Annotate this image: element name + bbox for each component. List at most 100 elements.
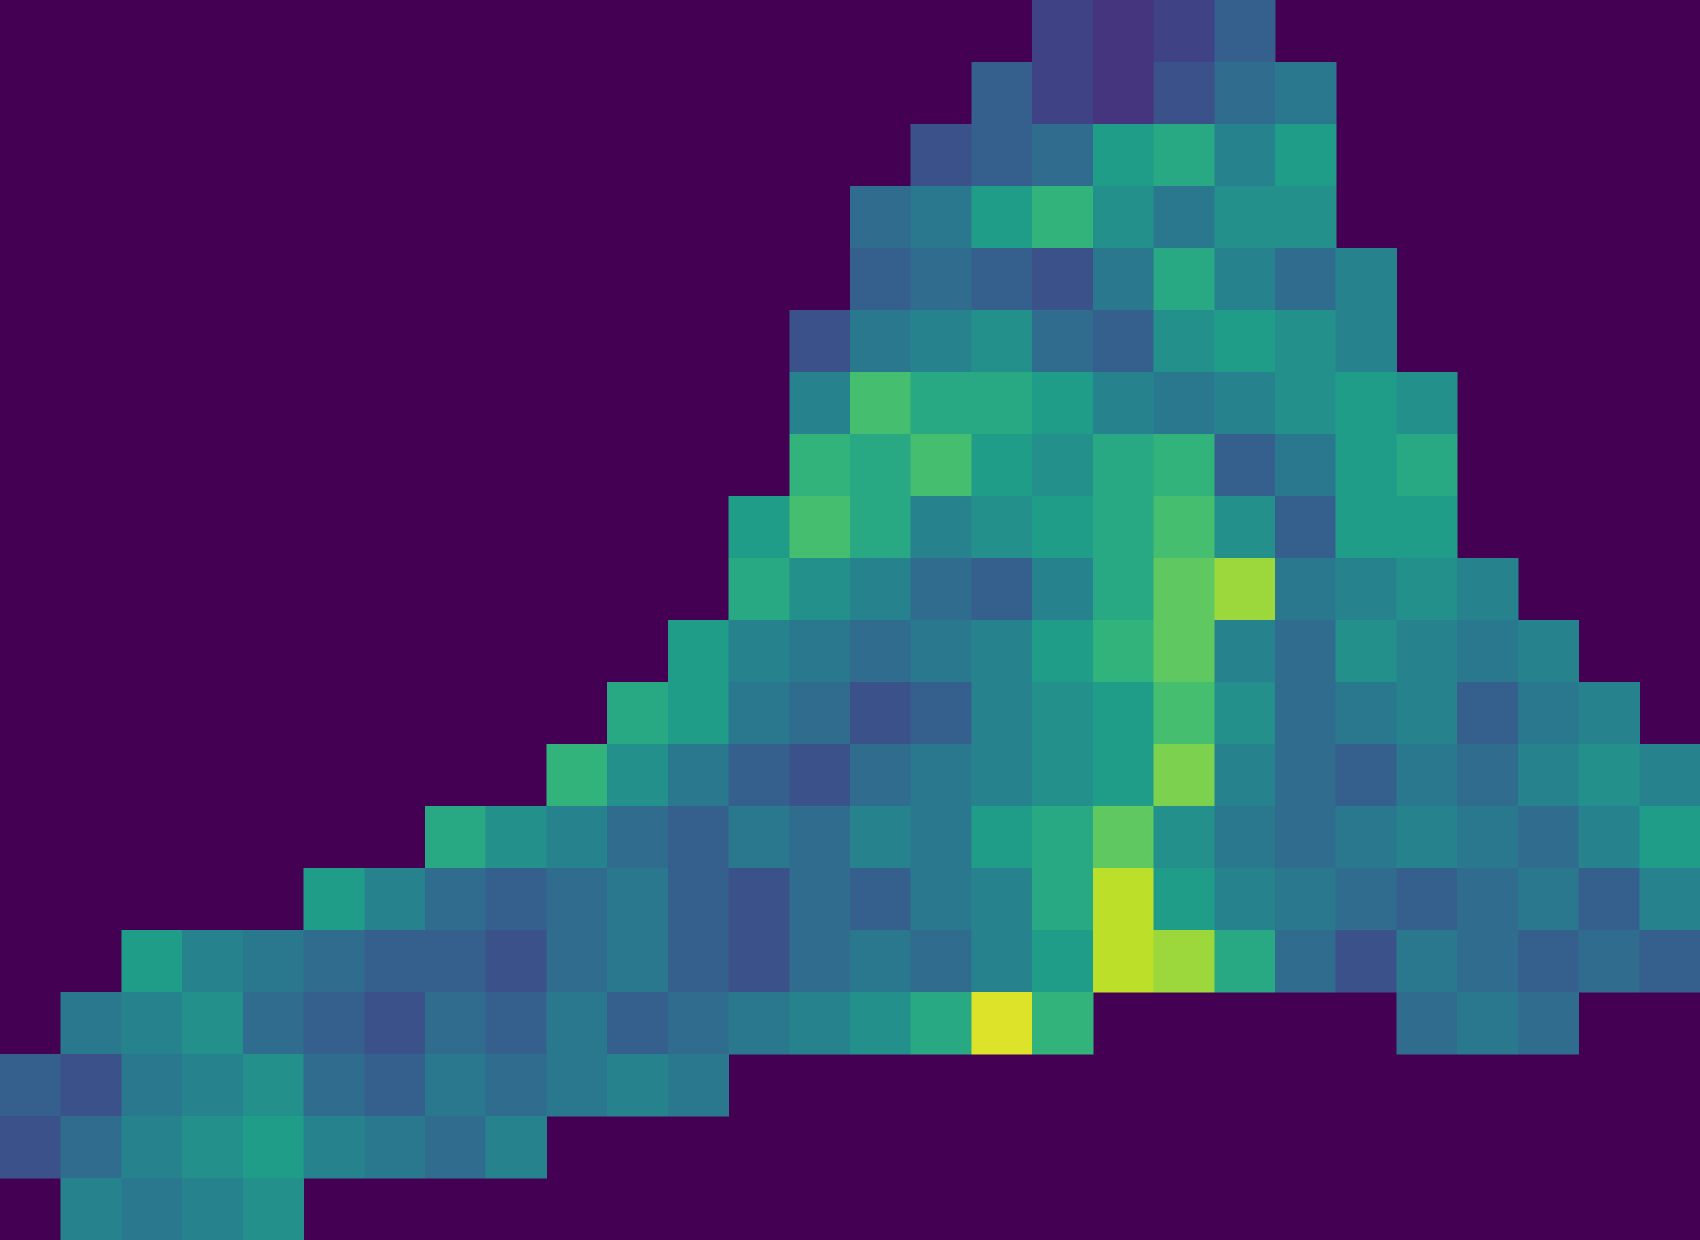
heat-cell xyxy=(1214,62,1276,125)
heat-cell xyxy=(182,1054,244,1117)
heat-cell xyxy=(1396,372,1458,435)
heat-cell xyxy=(1214,496,1276,559)
heat-cell xyxy=(1214,310,1276,373)
heat-cell xyxy=(546,744,608,807)
heat-cell xyxy=(1032,806,1094,869)
heat-cell xyxy=(667,620,730,683)
heat-cell xyxy=(1214,930,1276,993)
heat-cell xyxy=(546,1054,608,1117)
heat-cell xyxy=(1335,620,1398,683)
heat-cell xyxy=(425,992,487,1055)
heat-cell xyxy=(607,930,669,993)
heat-cell xyxy=(789,372,851,435)
heat-cell xyxy=(1275,806,1337,869)
heat-cell xyxy=(910,496,973,559)
heat-cell xyxy=(910,186,973,249)
heat-cell xyxy=(1032,558,1094,621)
heat-cell xyxy=(242,1054,305,1117)
heat-cell xyxy=(182,1116,244,1179)
heat-cell xyxy=(1092,0,1155,63)
heat-cell xyxy=(1032,930,1094,993)
heat-cell xyxy=(242,930,305,993)
heat-cell xyxy=(1032,248,1094,311)
heat-cell xyxy=(1396,806,1458,869)
heat-cell xyxy=(182,992,244,1055)
heat-cell xyxy=(850,186,912,249)
heat-cell xyxy=(667,744,730,807)
heat-cell xyxy=(1153,558,1215,621)
heat-cell xyxy=(1214,868,1276,931)
heat-cell xyxy=(1275,744,1337,807)
heat-cell xyxy=(910,310,973,373)
heat-cell xyxy=(1092,434,1155,497)
heat-cell xyxy=(485,806,548,869)
heat-cell xyxy=(850,496,912,559)
heat-cell xyxy=(1275,124,1337,187)
heat-cell xyxy=(607,992,669,1055)
heat-cell xyxy=(1335,806,1398,869)
heat-cell xyxy=(1517,806,1580,869)
heat-cell xyxy=(1457,620,1519,683)
heat-cell xyxy=(1214,620,1276,683)
heat-cell xyxy=(667,682,730,745)
heat-cell xyxy=(1517,682,1580,745)
heat-cell xyxy=(60,992,123,1055)
heat-cell xyxy=(789,496,851,559)
heat-cell xyxy=(1275,496,1337,559)
heat-cell xyxy=(1032,372,1094,435)
heat-cell xyxy=(1457,992,1519,1055)
heat-cell xyxy=(1214,806,1276,869)
heat-cell xyxy=(182,930,244,993)
heat-cell xyxy=(1457,744,1519,807)
heat-cell xyxy=(667,930,730,993)
heat-cell xyxy=(1639,868,1700,931)
heat-cell xyxy=(1153,186,1215,249)
heat-cell xyxy=(850,992,912,1055)
heat-cell xyxy=(971,62,1033,125)
heat-cell xyxy=(1457,558,1519,621)
heat-cell xyxy=(546,868,608,931)
heat-cell xyxy=(789,310,851,373)
heat-cell xyxy=(1153,434,1215,497)
heat-cell xyxy=(910,372,973,435)
heat-cell xyxy=(1275,434,1337,497)
heat-cell xyxy=(1396,682,1458,745)
heat-cell xyxy=(850,372,912,435)
heat-cell xyxy=(1092,310,1155,373)
heat-cell xyxy=(1032,682,1094,745)
heat-cell xyxy=(1032,868,1094,931)
heat-cell xyxy=(1275,62,1337,125)
heat-cell xyxy=(1335,558,1398,621)
heat-cell xyxy=(1457,682,1519,745)
heat-cell xyxy=(971,744,1033,807)
heat-cell xyxy=(1639,930,1700,993)
heat-cell xyxy=(789,620,851,683)
heat-cell xyxy=(1275,372,1337,435)
heat-cell xyxy=(1396,434,1458,497)
heat-cell xyxy=(1153,124,1215,187)
heat-cell xyxy=(1092,806,1155,869)
heat-cell xyxy=(850,930,912,993)
heat-cell xyxy=(1335,744,1398,807)
heat-cell xyxy=(546,806,608,869)
heat-cell xyxy=(1092,62,1155,125)
heat-cell xyxy=(1153,372,1215,435)
heat-cell xyxy=(1275,310,1337,373)
heat-cell xyxy=(971,930,1033,993)
heat-cell xyxy=(1335,248,1398,311)
heat-cell xyxy=(1214,434,1276,497)
heat-cell xyxy=(1032,62,1094,125)
heat-cell xyxy=(1032,744,1094,807)
heat-cell xyxy=(1275,620,1337,683)
heat-cell xyxy=(303,868,365,931)
heat-cell xyxy=(1032,124,1094,187)
heat-cell xyxy=(667,868,730,931)
heat-cell xyxy=(1214,248,1276,311)
heat-cell xyxy=(1335,930,1398,993)
heat-cell xyxy=(971,372,1033,435)
heat-cell xyxy=(1153,62,1215,125)
heat-cell xyxy=(1578,744,1640,807)
heat-cell xyxy=(1092,868,1155,931)
heat-cell xyxy=(850,620,912,683)
heat-cell xyxy=(364,868,426,931)
